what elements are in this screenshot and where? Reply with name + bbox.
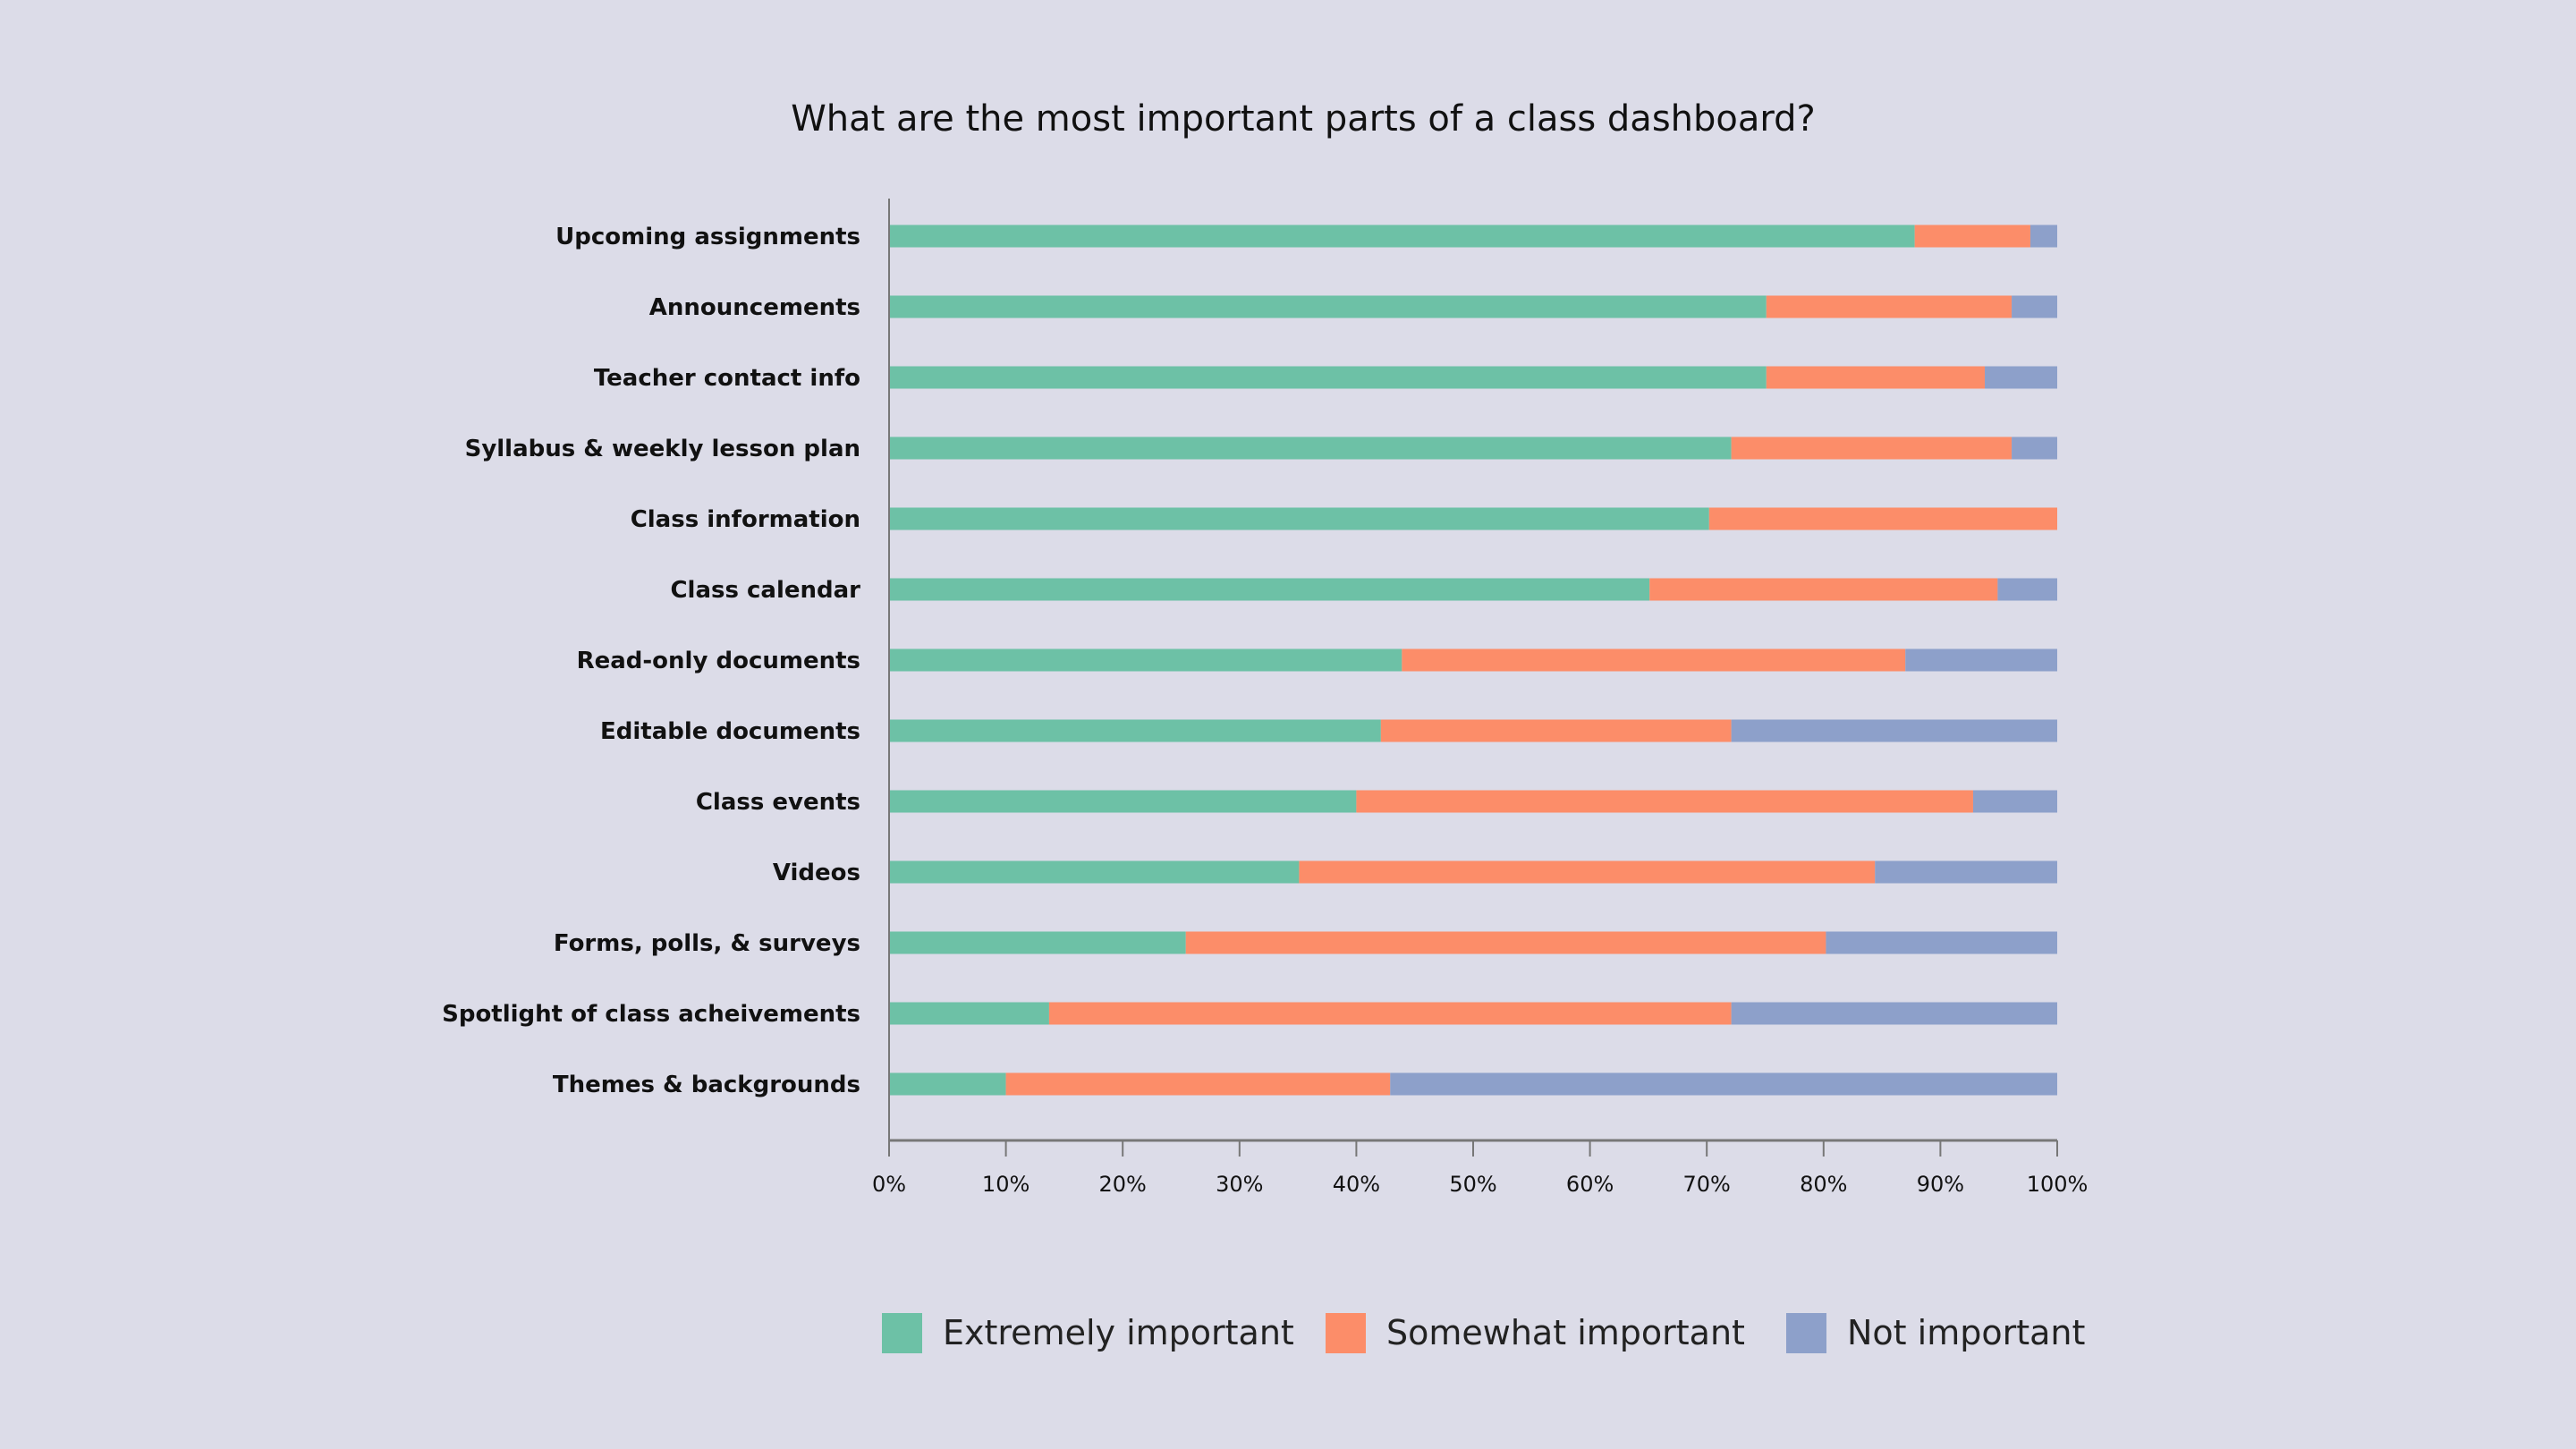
x-tick-label: 60% [1566, 1172, 1614, 1197]
x-tick-label: 100% [2027, 1172, 2089, 1197]
bar-segment-extremely-important [889, 436, 1732, 460]
bar-segment-extremely-important [889, 507, 1709, 530]
bar-segment-extremely-important [889, 790, 1357, 813]
bar-segment-not-important [2029, 225, 2057, 248]
bar-segment-extremely-important [889, 648, 1402, 672]
category-label: Videos [773, 860, 860, 886]
x-tick-label: 10% [982, 1172, 1030, 1197]
chart-title: What are the most important parts of a c… [791, 98, 1816, 140]
bar-segment-not-important [1997, 578, 2057, 601]
category-label: Class calendar [670, 577, 860, 604]
bars-group [889, 225, 2057, 1096]
bar-segment-not-important [1826, 931, 2057, 954]
x-tick-label: 70% [1683, 1172, 1731, 1197]
category-label: Syllabus & weekly lesson plan [465, 436, 860, 462]
legend-swatch [1786, 1313, 1826, 1353]
category-label: Read-only documents [577, 648, 860, 674]
bar-segment-somewhat-important [1766, 295, 2012, 318]
bar-segment-somewhat-important [1299, 860, 1876, 884]
category-label: Editable documents [600, 718, 860, 745]
category-labels: Upcoming assignments Announcements Teacher… [442, 224, 860, 1098]
legend-label: Extremely important [943, 1313, 1294, 1352]
bar-segment-extremely-important [889, 860, 1300, 884]
bar-segment-extremely-important [889, 366, 1767, 389]
bar-segment-not-important [1972, 790, 2057, 813]
bar-segment-somewhat-important [1005, 1072, 1391, 1096]
bar-segment-not-important [1731, 719, 2057, 742]
bar-segment-not-important [1875, 860, 2057, 884]
bar-segment-somewhat-important [1185, 931, 1826, 954]
category-label: Class information [631, 506, 860, 533]
legend-label: Somewhat important [1386, 1313, 1745, 1352]
x-axis: 0% 10% 20% 30% 40% 50% 60% 70% 80% 90% 100% [872, 1140, 2088, 1197]
x-tick-label: 20% [1099, 1172, 1147, 1197]
bar-segment-somewhat-important [1914, 225, 2030, 248]
bar-segment-not-important [2012, 436, 2057, 460]
legend: Extremely important Somewhat important Not… [882, 1313, 2085, 1353]
bar-segment-extremely-important [889, 1072, 1006, 1096]
bar-segment-somewhat-important [1402, 648, 1906, 672]
x-tick-label: 50% [1449, 1172, 1496, 1197]
bar-segment-extremely-important [889, 578, 1650, 601]
category-label: Upcoming assignments [555, 224, 860, 250]
x-tick-label: 0% [872, 1172, 906, 1197]
bar-segment-extremely-important [889, 295, 1767, 318]
category-label: Themes & backgrounds [553, 1072, 860, 1098]
bar-segment-extremely-important [889, 931, 1186, 954]
bar-segment-not-important [2012, 295, 2057, 318]
x-tick-label: 30% [1216, 1172, 1263, 1197]
bar-segment-somewhat-important [1380, 719, 1732, 742]
x-tick-label: 90% [1917, 1172, 1964, 1197]
legend-swatch [1326, 1313, 1366, 1353]
category-label: Announcements [649, 294, 860, 321]
category-label: Class events [696, 789, 860, 816]
bar-segment-extremely-important [889, 225, 1915, 248]
category-label: Spotlight of class acheivements [442, 1001, 860, 1028]
category-label: Forms, polls, & surveys [554, 930, 860, 957]
bar-segment-not-important [1985, 366, 2057, 389]
bar-segment-somewhat-important [1708, 507, 2057, 530]
bar-segment-somewhat-important [1048, 1002, 1732, 1025]
category-label: Teacher contact info [594, 365, 860, 392]
bar-segment-not-important [1390, 1072, 2057, 1096]
legend-label: Not important [1847, 1313, 2085, 1352]
bar-segment-not-important [1731, 1002, 2057, 1025]
x-tick-label: 80% [1800, 1172, 1847, 1197]
bar-segment-somewhat-important [1356, 790, 1973, 813]
x-tick-label: 40% [1333, 1172, 1380, 1197]
bar-segment-somewhat-important [1649, 578, 1998, 601]
bar-segment-not-important [1905, 648, 2057, 672]
bar-segment-somewhat-important [1766, 366, 1986, 389]
bar-segment-somewhat-important [1731, 436, 2012, 460]
legend-swatch [882, 1313, 922, 1353]
bar-segment-extremely-important [889, 719, 1381, 742]
bar-segment-extremely-important [889, 1002, 1049, 1025]
